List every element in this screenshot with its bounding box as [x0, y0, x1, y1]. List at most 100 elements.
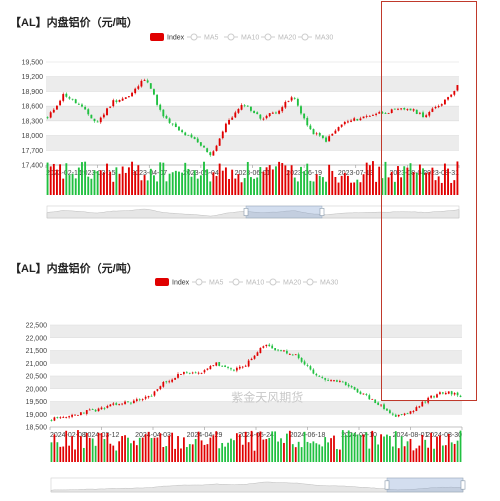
candle [425, 113, 428, 119]
volume-bar [181, 172, 184, 195]
chart-panel-2023: 【AL】内盘铝价（元/吨） Index MA5 MA10 MA20 MA30 17,400… [0, 0, 500, 240]
legend-label-ma10: MA10 [246, 280, 264, 287]
candle [112, 402, 115, 406]
volume-bar [203, 444, 206, 462]
volume-bar [337, 182, 340, 195]
candle-body [68, 97, 71, 99]
candle [387, 112, 390, 114]
candle [403, 107, 406, 111]
candle [96, 120, 99, 123]
volume-bar [393, 181, 396, 195]
candle-body [250, 358, 253, 361]
candle [312, 368, 315, 375]
volume-bar [312, 441, 315, 462]
candle-body [65, 93, 68, 97]
legend-marker-ma5 [195, 278, 203, 286]
candle [430, 395, 432, 399]
volume-bar [359, 434, 362, 462]
candle-body [241, 366, 244, 368]
candle [434, 105, 437, 110]
candle [235, 366, 238, 373]
grid-band [50, 388, 462, 402]
candle [153, 390, 156, 397]
volume-bar [300, 166, 302, 195]
volume-bar [250, 430, 253, 462]
candle [309, 364, 312, 371]
candle [52, 108, 55, 114]
candle-body [453, 393, 456, 395]
volume-bar [244, 431, 247, 462]
candle [209, 364, 212, 370]
candle-body [387, 112, 390, 114]
candle [174, 121, 177, 128]
volume-bar [218, 163, 221, 195]
volume-bar [344, 434, 347, 462]
candle [353, 386, 356, 391]
candle-body [309, 366, 312, 370]
candle-body [150, 395, 153, 397]
x-tick-label: 2023-04-07 [131, 170, 167, 177]
volume-bar [199, 175, 202, 195]
candle-body [144, 396, 147, 399]
y-tick-label: 20,500 [26, 374, 48, 381]
grid-band [50, 414, 462, 427]
candle [362, 116, 365, 119]
candle [393, 108, 396, 110]
volume-bar [159, 162, 162, 195]
candle-body [199, 142, 202, 146]
candle-body [212, 365, 215, 367]
candle-body [203, 145, 205, 148]
candle-body [288, 354, 291, 355]
volume-bar [368, 165, 371, 195]
candle [372, 113, 374, 116]
chart-title: 【AL】内盘铝价（元/吨） [10, 17, 138, 29]
x-tick-label: 2024-04-29 [187, 432, 223, 439]
candle-body [368, 115, 371, 117]
volume-bar [84, 161, 87, 195]
candle-body [372, 115, 374, 116]
candle [168, 117, 171, 124]
candle [99, 116, 102, 124]
grid-band [46, 91, 459, 107]
volume-bar [441, 445, 444, 462]
volume-bar [196, 178, 199, 195]
candle-body [109, 404, 112, 407]
candle [262, 117, 265, 121]
volume-bar [82, 447, 85, 462]
candle [185, 370, 188, 374]
volume-bar [94, 445, 97, 462]
volume-bar [318, 444, 321, 462]
candle [100, 406, 103, 410]
candle [127, 95, 130, 98]
candle-body [437, 106, 440, 108]
volume-bar [259, 167, 262, 195]
candle-body [431, 108, 434, 112]
candle [459, 394, 462, 398]
candle [318, 375, 321, 377]
candle-body [159, 386, 162, 390]
candle-body [278, 110, 281, 114]
candle [418, 111, 421, 115]
candle-body [59, 100, 62, 106]
candle [221, 365, 224, 367]
candle-body [194, 372, 197, 374]
candle [303, 359, 306, 366]
chart-panel-2024: 【AL】内盘铝价（元/吨） Index MA5 MA10 MA20 MA30 18,500… [0, 250, 500, 501]
volume-bar [77, 167, 80, 195]
volume-bar [391, 446, 394, 462]
candle-body [52, 109, 55, 113]
volume-bar [174, 170, 177, 195]
zoom-handle-right [460, 480, 466, 490]
candle-body [383, 404, 385, 409]
candle [338, 379, 341, 383]
volume-bar [346, 175, 349, 195]
volume-bar [433, 448, 435, 462]
candle-body [224, 365, 226, 367]
volume-bar [171, 432, 174, 462]
candle-body [215, 145, 218, 151]
candle-body [181, 130, 184, 133]
candle-body [356, 118, 359, 121]
candle-body [153, 89, 155, 95]
candle [336, 379, 338, 383]
volume-bar [397, 448, 400, 462]
